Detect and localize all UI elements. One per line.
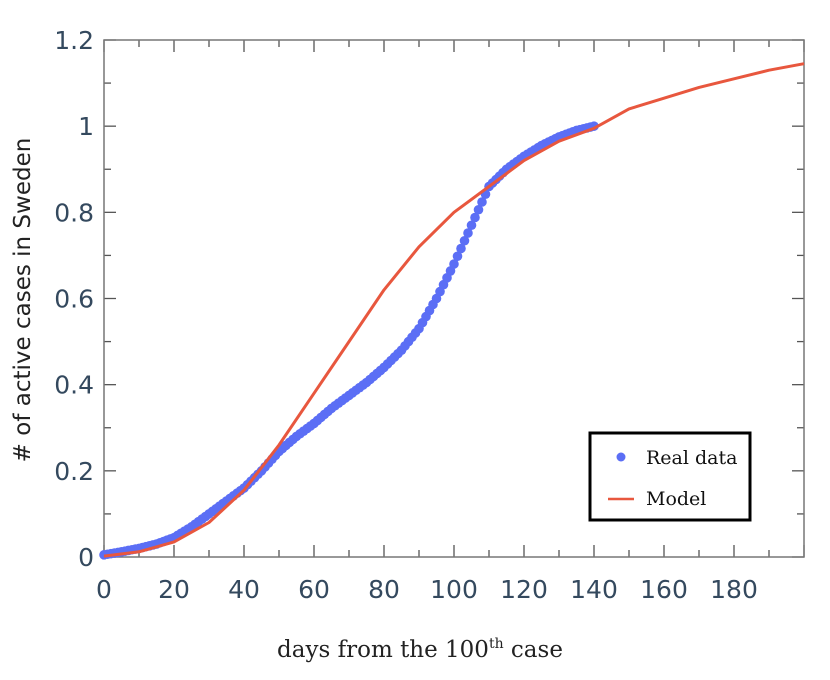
legend-box: [588, 431, 752, 522]
y-tick-label: 0.8: [54, 198, 94, 227]
series-layer: [99, 62, 805, 560]
x-axis-label: days from the 100th case: [277, 636, 563, 663]
legend-marker-real-data: [616, 452, 626, 462]
real-data-point: [456, 243, 466, 254]
legend-label-real-data: Real data: [646, 447, 737, 469]
x-tick-label: 20: [158, 575, 190, 604]
x-tick-label: 60: [298, 575, 330, 604]
real-data-point: [459, 235, 470, 246]
y-tick-label: 0.4: [54, 371, 94, 400]
x-tick-label: 160: [640, 575, 688, 604]
real-data-point: [466, 220, 477, 231]
legend-label-model: Model: [646, 488, 706, 510]
y-tick-label: 0.6: [54, 285, 94, 314]
real-data-point: [449, 259, 459, 269]
y-tick-label: 1: [78, 112, 94, 141]
real-data-point: [463, 228, 473, 238]
x-tick-label: 100: [430, 575, 478, 604]
y-tick-label: 0.2: [54, 457, 94, 486]
axis-ticks: [103, 39, 805, 558]
tick-labels: 0 20 40 60 80 100 120 140 160 180 0 0.2 0.4 0.6 0.8 1 1.…: [54, 26, 758, 604]
y-tick-label: 0: [78, 543, 94, 572]
legend: Real data Model: [588, 431, 752, 522]
real-data-point: [473, 204, 484, 215]
y-tick-label: 1.2: [54, 26, 94, 55]
x-tick-label: 80: [368, 575, 400, 604]
x-tick-label: 40: [228, 575, 260, 604]
x-tick-label: 0: [96, 575, 112, 604]
plot-frame: [103, 39, 805, 558]
x-tick-label: 120: [500, 575, 548, 604]
real-data-point: [477, 197, 487, 207]
model-line: [103, 62, 805, 558]
real-data-point: [452, 251, 463, 262]
y-axis-label: # of active cases in Sweden: [10, 138, 36, 463]
real-data-point: [470, 212, 480, 223]
x-tick-label: 180: [710, 575, 758, 604]
x-tick-label: 140: [570, 575, 618, 604]
